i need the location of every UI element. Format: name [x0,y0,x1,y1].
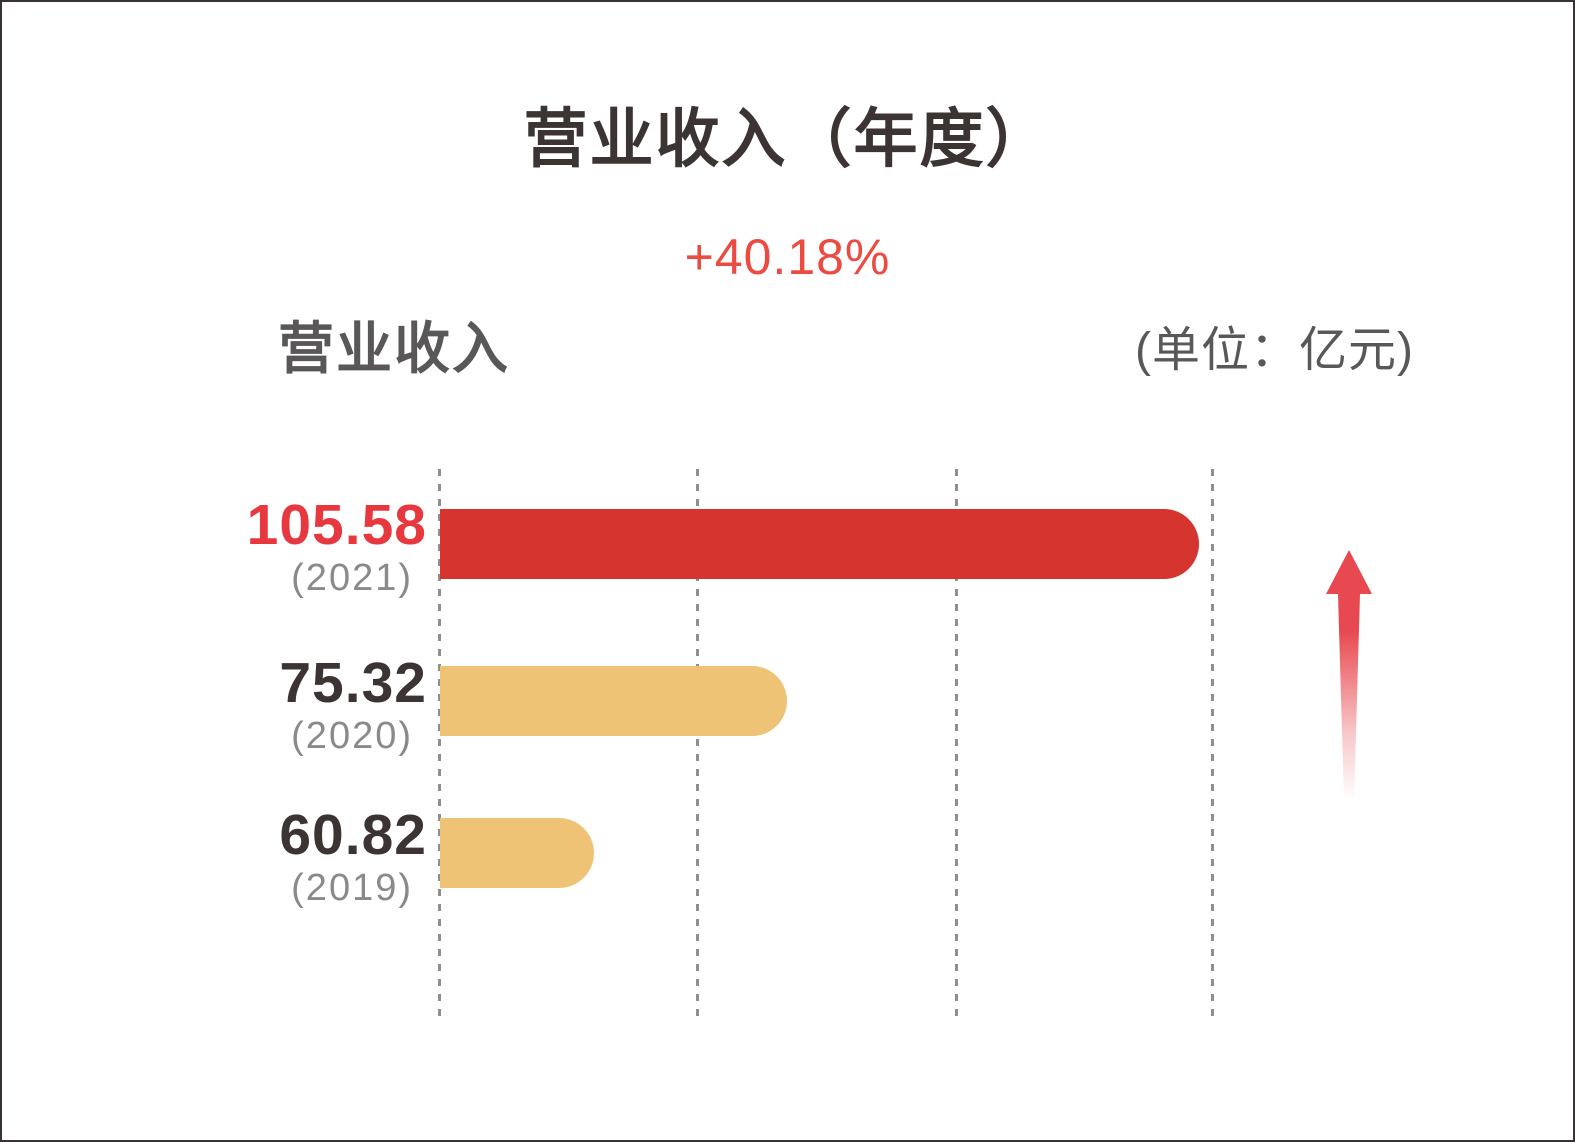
trend-up-arrow-icon [1326,550,1372,801]
chart-title: 营业收入（年度） [523,103,1052,175]
bar-2021 [440,509,1200,579]
unit-label: (单位：亿元) [1135,324,1414,377]
value-2020: 75.32 [279,651,427,715]
value-2021: 105.58 [246,493,427,557]
gridline-3 [955,469,959,1024]
year-2020: (2020) [291,715,413,758]
growth-percentage: +40.18% [684,229,891,285]
year-2021: (2021) [291,557,413,600]
series-label: 营业收入 [278,317,510,380]
row-label-2021: 105.58 (2021) [2,493,427,600]
year-2019: (2019) [291,867,413,910]
bar-2019 [440,818,594,888]
row-label-2019: 60.82 (2019) [2,803,427,910]
gridline-4 [1211,469,1214,1024]
gridline-2 [696,469,700,1024]
plot-area [438,469,1214,1024]
bar-2020 [440,666,788,736]
row-label-2020: 75.32 (2020) [2,651,427,758]
gridline-1 [438,469,441,1024]
value-2019: 60.82 [279,803,427,867]
